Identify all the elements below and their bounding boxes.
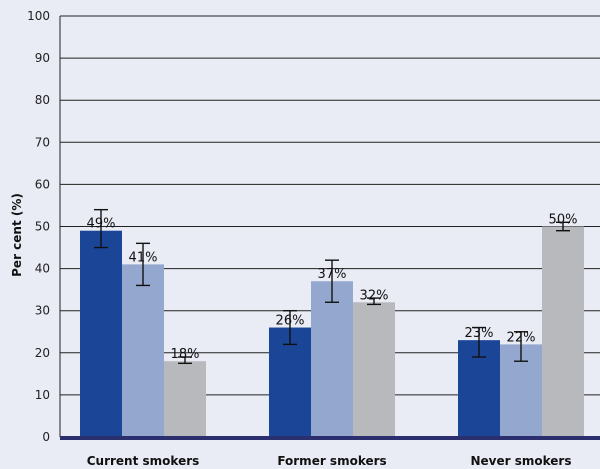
x-category-label: Former smokers xyxy=(277,454,386,468)
y-tick-label: 40 xyxy=(35,262,50,276)
y-tick-label: 20 xyxy=(35,346,50,360)
error-bars xyxy=(94,208,570,365)
y-tick-label: 80 xyxy=(35,93,50,107)
bar xyxy=(80,230,122,437)
data-label: 32% xyxy=(360,288,389,303)
y-tick-label: 90 xyxy=(35,51,50,65)
data-label: 41% xyxy=(129,250,158,265)
x-category-label: Current smokers xyxy=(87,454,200,468)
bar xyxy=(353,302,395,437)
data-label: 50% xyxy=(549,213,578,228)
y-axis-title: Per cent (%) xyxy=(10,193,24,277)
bar xyxy=(122,264,164,437)
y-tick-label: 30 xyxy=(35,304,50,318)
data-labels: 49% 41% 18% 26% 37% 32% 23% 22% 50% xyxy=(87,213,578,363)
x-axis-baseline xyxy=(60,436,600,440)
data-label: 22% xyxy=(507,330,536,345)
y-tick-label: 0 xyxy=(42,430,50,444)
bar xyxy=(164,361,206,437)
data-label: 18% xyxy=(171,347,200,362)
x-category-label: Never smokers xyxy=(471,454,572,468)
y-tick-label: 100 xyxy=(27,9,50,23)
bar xyxy=(269,327,311,437)
y-tick-label: 10 xyxy=(35,388,50,402)
data-label: 23% xyxy=(465,326,494,341)
y-tick-label: 60 xyxy=(35,177,50,191)
y-tick-label: 50 xyxy=(35,220,50,234)
axes: 0 10 20 30 40 50 60 70 80 90 100 Current smokers For… xyxy=(27,9,600,468)
bar xyxy=(311,281,353,437)
bars xyxy=(80,226,584,437)
data-label: 37% xyxy=(318,267,347,282)
data-label: 49% xyxy=(87,217,116,232)
bar xyxy=(542,226,584,437)
data-label: 26% xyxy=(276,314,305,329)
y-tick-label: 70 xyxy=(35,135,50,149)
